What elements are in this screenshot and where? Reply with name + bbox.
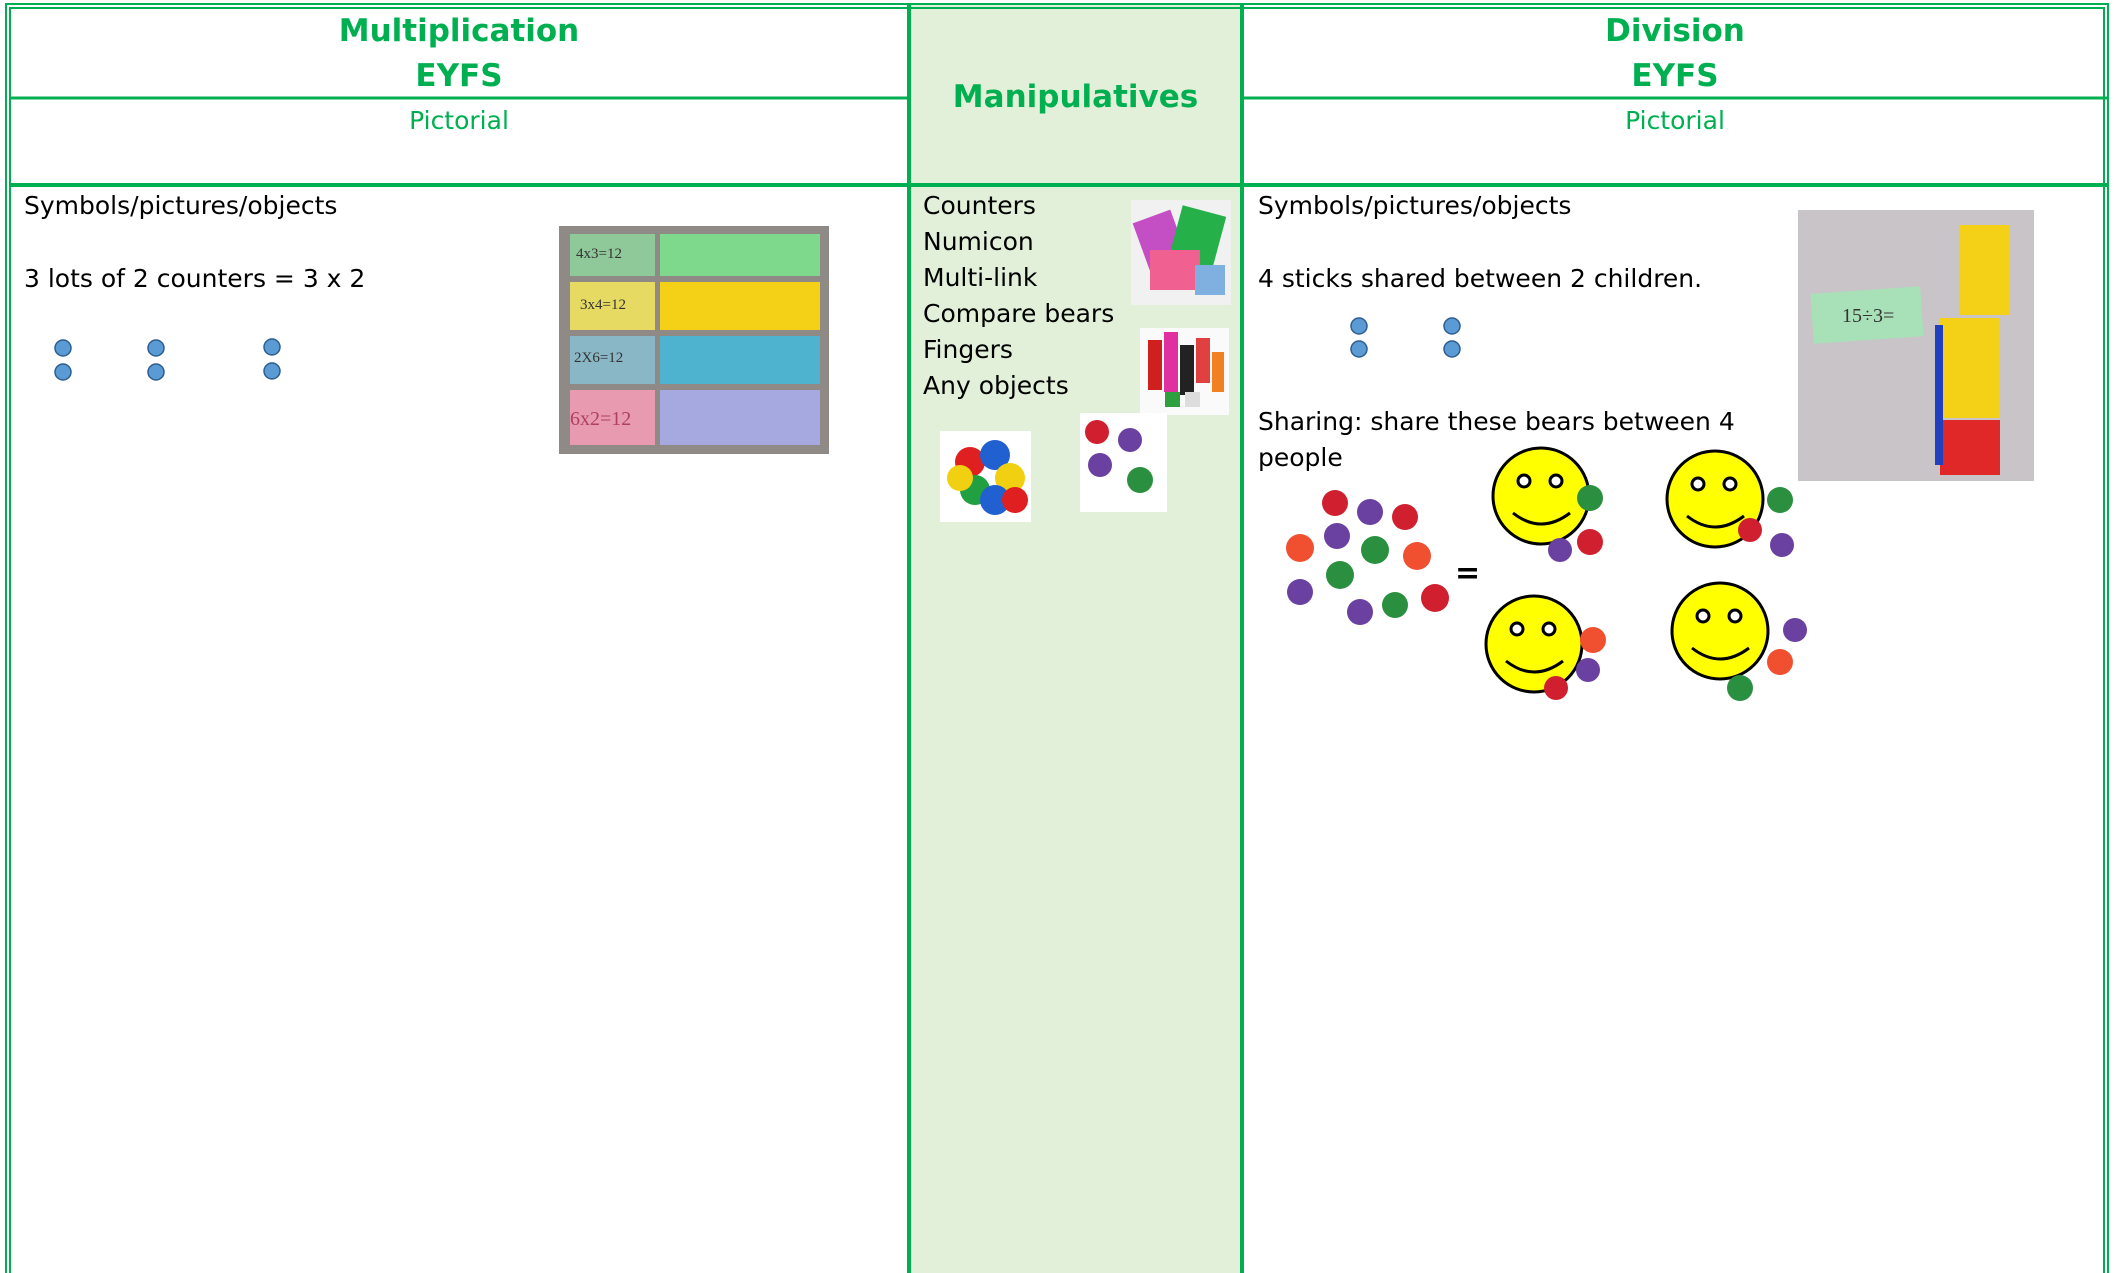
- header-subtitle: EYFS: [415, 58, 503, 94]
- manipulative-item: Any objects: [923, 371, 1069, 400]
- manipulative-item: Counters: [923, 191, 1036, 220]
- header-subtitle: EYFS: [1631, 58, 1719, 94]
- equals-sign: =: [1455, 556, 1481, 591]
- example-text: 3 lots of 2 counters = 3 x 2: [24, 264, 366, 293]
- header-title: Division: [1605, 13, 1745, 49]
- manipulative-item: Compare bears: [923, 299, 1115, 328]
- numicon-photo: [559, 226, 829, 454]
- division-photo: [1798, 210, 2034, 481]
- section-heading: Symbols/pictures/objects: [1258, 191, 1572, 220]
- photo-card: 3x4=12: [580, 297, 626, 313]
- numicon-pile: [1131, 200, 1231, 305]
- photo-card: 6x2=12: [570, 408, 632, 430]
- manipulative-item: Fingers: [923, 335, 1013, 364]
- counters-photo: [940, 431, 1031, 522]
- sharing-text: Sharing: share these bears between 4 peo…: [1258, 407, 1735, 472]
- smiley-faces: [1484, 446, 1770, 694]
- photo-card: 2X6=12: [574, 350, 624, 366]
- multilink-cubes: [1140, 328, 1229, 415]
- example-text: 4 sticks shared between 2 children.: [1258, 264, 1703, 293]
- bears-photo: [1080, 413, 1167, 512]
- section-heading: Symbols/pictures/objects: [24, 191, 338, 220]
- bears-pile: [1286, 490, 1449, 625]
- header-stage: Pictorial: [409, 106, 509, 135]
- table-borders: [5, 3, 2109, 1273]
- header-stage: Pictorial: [1625, 106, 1725, 135]
- header-title: Manipulatives: [952, 79, 1199, 115]
- header-title: Multiplication: [338, 13, 580, 49]
- manipulative-item: Numicon: [923, 227, 1034, 256]
- counters: [54, 317, 1461, 381]
- shared-bears: [1544, 485, 1807, 701]
- photo-card: 4x3=12: [576, 246, 622, 262]
- manipulative-item: Multi-link: [923, 263, 1038, 292]
- photo-card: 15÷3=: [1842, 305, 1895, 327]
